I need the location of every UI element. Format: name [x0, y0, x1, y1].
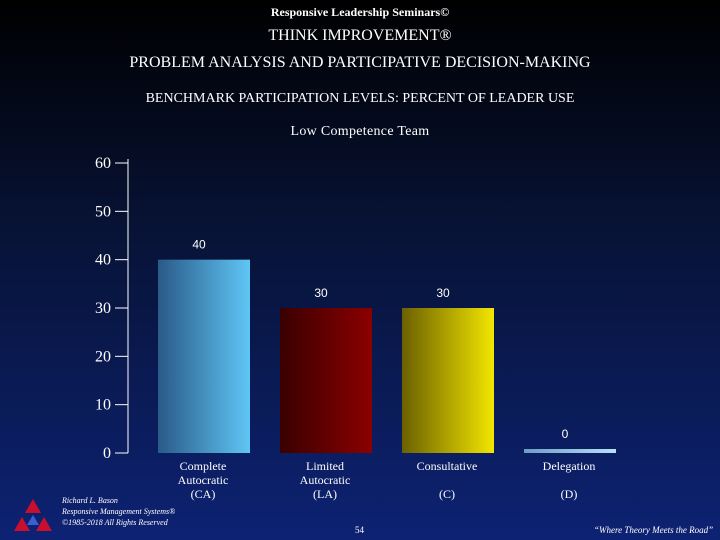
bar [524, 449, 616, 453]
chart-title: Low Competence Team [290, 124, 430, 139]
bar [402, 308, 494, 453]
bar [280, 308, 372, 453]
data-label: 30 [314, 286, 328, 300]
author-credit: Richard L. Bason Responsive Management S… [62, 495, 175, 528]
y-tick-label: 0 [103, 445, 111, 462]
benchmark-heading: BENCHMARK PARTICIPATION LEVELS: PERCENT … [145, 91, 575, 106]
category-label: (C) [439, 487, 455, 501]
category-label: (CA) [191, 487, 216, 501]
copyright: ©1985-2018 All Rights Reserved [62, 518, 168, 527]
category-label: (D) [561, 487, 578, 501]
category-label: Autocratic [300, 473, 351, 487]
y-tick-label: 10 [95, 397, 111, 414]
tagline: “Where Theory Meets the Road” [594, 525, 714, 535]
y-tick-label: 60 [95, 155, 111, 172]
category-label: Consultative [417, 459, 478, 473]
page-title: THINK IMPROVEMENT® [268, 27, 452, 44]
data-label: 0 [562, 427, 569, 441]
triangle-logo-icon [14, 499, 52, 531]
page-number: 54 [355, 525, 364, 535]
data-label: 30 [436, 286, 450, 300]
y-tick-label: 50 [95, 203, 111, 220]
seminar-title: Responsive Leadership Seminars© [270, 5, 450, 19]
category-label: Complete [180, 459, 227, 473]
y-tick-label: 30 [95, 300, 111, 317]
author-company: Responsive Management Systems® [62, 507, 176, 516]
data-label: 40 [192, 238, 206, 252]
category-label: Delegation [543, 459, 596, 473]
category-label: Limited [306, 459, 344, 473]
y-tick-label: 40 [95, 252, 111, 269]
page-subtitle: PROBLEM ANALYSIS AND PARTICIPATIVE DECIS… [129, 54, 591, 71]
y-tick-label: 20 [95, 348, 111, 365]
category-label: (LA) [313, 487, 337, 501]
bar [158, 259, 250, 453]
author-name: Richard L. Bason [62, 496, 118, 505]
category-label: Autocratic [178, 473, 229, 487]
